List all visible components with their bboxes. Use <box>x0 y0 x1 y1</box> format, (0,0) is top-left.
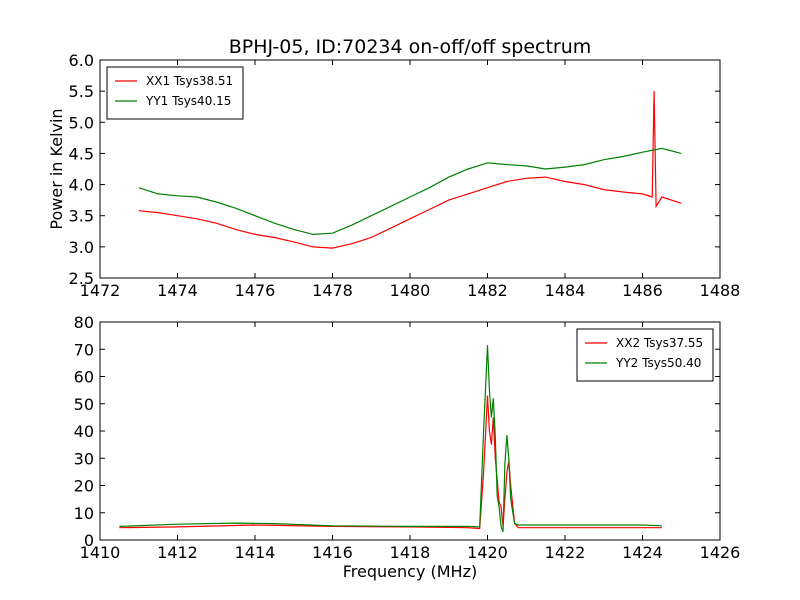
y-tick-label: 70 <box>74 340 94 359</box>
legend-box-bottom <box>576 328 714 382</box>
x-axis-label: Frequency (MHz) <box>343 562 477 581</box>
series-line-top-1 <box>138 147 682 236</box>
y-tick-label: 2.5 <box>69 269 94 288</box>
y-tick-label: 3.0 <box>69 238 94 257</box>
legend-label: XX1 Tsys38.51 <box>146 74 233 88</box>
spectrum-panel-top: 1472 1474 1476 1478 1480 1482 1484 1486 1488 2.5 3… <box>47 51 740 300</box>
y-tick-label: 4.0 <box>69 176 94 195</box>
x-tick-label: 1488 <box>700 281 741 300</box>
y-tick-label: 30 <box>74 449 94 468</box>
y-tick-label: 6.0 <box>69 51 94 70</box>
y-tick-label: 0 <box>84 531 94 550</box>
x-tick-label: 1474 <box>157 281 198 300</box>
y-tick-label: 10 <box>74 504 94 523</box>
y-axis-label: Power in Kelvin <box>47 108 66 229</box>
y-tick-label: 80 <box>74 313 94 332</box>
chart-title: BPHJ-05, ID:70234 on-off/off spectrum <box>229 36 592 58</box>
x-tick-label: 1422 <box>545 543 586 562</box>
y-tick-label: 20 <box>74 477 94 496</box>
x-tick-label: 1472 <box>80 281 121 300</box>
series-line-top-0 <box>138 91 682 249</box>
legend-label: XX2 Tsys37.55 <box>616 336 703 350</box>
x-tick-label: 1478 <box>312 281 353 300</box>
x-tick-label: 1412 <box>157 543 198 562</box>
legend-label: YY2 Tsys50.40 <box>615 356 701 370</box>
y-tick-label: 5.5 <box>69 82 94 101</box>
x-tick-label: 1480 <box>390 281 431 300</box>
y-tick-label: 4.5 <box>69 144 94 163</box>
x-tick-label: 1418 <box>390 543 431 562</box>
y-tick-label: 3.5 <box>69 207 94 226</box>
x-tick-label: 1420 <box>467 543 508 562</box>
y-tick-label: 5.0 <box>69 113 94 132</box>
y-tick-label: 60 <box>74 368 94 387</box>
x-tick-label: 1424 <box>622 543 663 562</box>
spectrum-panel-bottom: 1410 1412 1414 1416 1418 1420 1422 1424 1426 0 10 2… <box>74 313 741 581</box>
legend-label: YY1 Tsys40.15 <box>145 94 231 108</box>
x-tick-label: 1482 <box>467 281 508 300</box>
x-tick-label: 1486 <box>622 281 663 300</box>
y-tick-label: 40 <box>74 422 94 441</box>
x-tick-label: 1484 <box>545 281 586 300</box>
legend-box-top <box>106 66 244 120</box>
series-line-bottom-1 <box>119 345 662 532</box>
y-tick-label: 50 <box>74 395 94 414</box>
x-tick-label: 1416 <box>312 543 353 562</box>
x-tick-label: 1426 <box>700 543 741 562</box>
x-tick-label: 1410 <box>80 543 121 562</box>
x-tick-label: 1414 <box>235 543 276 562</box>
x-tick-label: 1476 <box>235 281 276 300</box>
